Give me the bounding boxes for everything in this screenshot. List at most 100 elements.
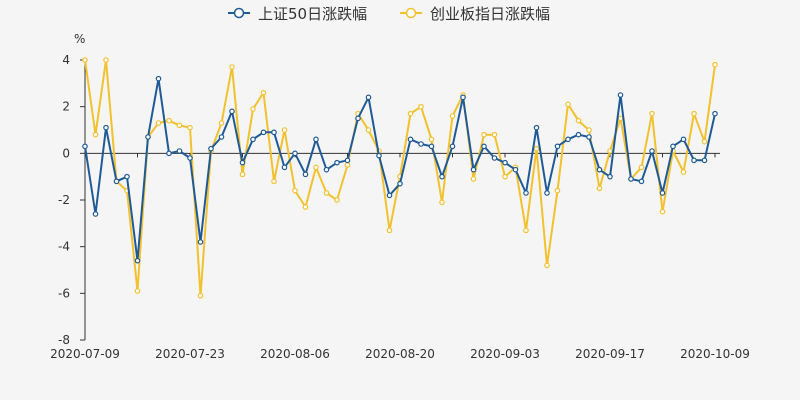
data-point bbox=[145, 134, 151, 140]
x-tick-label: 2020-08-06 bbox=[260, 347, 330, 361]
data-point bbox=[260, 89, 267, 96]
x-tick-label: 2020-08-20 bbox=[365, 347, 435, 361]
data-point bbox=[565, 101, 571, 108]
data-point bbox=[428, 136, 435, 143]
data-point bbox=[376, 152, 382, 159]
y-tick-label: -4 bbox=[58, 240, 70, 254]
data-point bbox=[292, 187, 298, 194]
data-point bbox=[134, 288, 141, 294]
data-point bbox=[481, 143, 487, 150]
data-point bbox=[544, 190, 550, 196]
data-point bbox=[176, 148, 183, 154]
data-point bbox=[344, 157, 351, 164]
data-point bbox=[712, 61, 718, 68]
x-tick-label: 2020-07-09 bbox=[50, 347, 120, 361]
y-axis-unit-label: % bbox=[74, 32, 85, 46]
y-tick-label: 2 bbox=[62, 100, 70, 114]
y-tick-label: 0 bbox=[62, 146, 70, 160]
legend-label: 创业板指日涨跌幅 bbox=[430, 5, 550, 23]
x-tick-label: 2020-09-03 bbox=[470, 347, 540, 361]
data-point bbox=[533, 145, 540, 152]
data-point bbox=[397, 180, 403, 187]
data-point bbox=[82, 57, 88, 63]
data-point bbox=[271, 129, 277, 136]
data-point bbox=[166, 150, 172, 157]
data-point bbox=[638, 178, 645, 185]
data-point bbox=[449, 113, 456, 119]
data-point bbox=[407, 136, 414, 143]
series-layer bbox=[82, 57, 718, 299]
data-point bbox=[103, 57, 109, 63]
data-point bbox=[187, 155, 193, 161]
data-point bbox=[617, 115, 624, 122]
data-point bbox=[470, 176, 477, 182]
legend-label: 上证50日涨跌幅 bbox=[258, 5, 367, 23]
data-point bbox=[386, 192, 393, 199]
data-point bbox=[334, 159, 340, 166]
data-point bbox=[113, 178, 120, 185]
data-point bbox=[701, 138, 708, 145]
data-point bbox=[649, 110, 655, 117]
data-point bbox=[197, 292, 204, 299]
y-tick-label: -8 bbox=[58, 333, 70, 347]
legend-marker bbox=[405, 7, 417, 19]
data-point bbox=[92, 131, 99, 138]
data-point bbox=[418, 103, 424, 110]
data-point bbox=[491, 155, 498, 161]
legend-item-1: 创业板指日涨跌幅 bbox=[400, 5, 550, 23]
data-point bbox=[523, 227, 529, 234]
x-tick-label: 2020-09-17 bbox=[575, 347, 645, 361]
data-point bbox=[449, 143, 456, 150]
data-point bbox=[313, 164, 319, 171]
y-tick-label: -2 bbox=[58, 193, 70, 207]
data-point bbox=[680, 169, 687, 175]
data-point bbox=[575, 131, 582, 138]
data-point bbox=[323, 190, 330, 196]
data-point bbox=[281, 127, 288, 133]
data-point bbox=[239, 159, 246, 166]
data-point bbox=[554, 187, 561, 194]
data-point bbox=[260, 129, 267, 136]
legend-marker bbox=[233, 7, 245, 19]
data-point bbox=[691, 157, 697, 164]
data-point bbox=[334, 197, 340, 203]
data-point bbox=[481, 131, 487, 138]
data-point bbox=[533, 124, 540, 131]
data-point bbox=[229, 108, 235, 115]
data-point bbox=[565, 136, 571, 143]
data-point bbox=[596, 166, 603, 173]
data-point bbox=[502, 173, 508, 180]
data-point bbox=[218, 134, 225, 140]
data-point bbox=[512, 166, 519, 173]
data-point bbox=[239, 171, 246, 178]
data-point bbox=[554, 143, 561, 150]
data-point bbox=[659, 190, 666, 196]
data-point bbox=[586, 127, 592, 133]
x-tick-label: 2020-10-09 bbox=[680, 347, 750, 361]
series-line bbox=[84, 77, 716, 262]
data-point bbox=[607, 148, 613, 154]
data-point bbox=[386, 227, 393, 234]
data-point bbox=[155, 75, 162, 82]
data-point bbox=[292, 150, 298, 157]
data-point bbox=[418, 141, 424, 147]
data-point bbox=[344, 162, 351, 168]
data-point bbox=[523, 190, 529, 196]
data-point bbox=[596, 185, 603, 192]
y-axis: -8 -6 -4 -2 0 2 4 bbox=[58, 53, 86, 347]
data-point bbox=[470, 166, 477, 173]
data-point bbox=[355, 115, 361, 122]
data-point bbox=[82, 143, 88, 150]
data-point bbox=[691, 110, 697, 117]
data-point bbox=[638, 164, 645, 171]
data-point bbox=[460, 94, 466, 101]
data-point bbox=[628, 176, 634, 182]
data-point bbox=[103, 124, 109, 131]
data-point bbox=[407, 110, 414, 117]
data-point bbox=[649, 148, 655, 154]
data-point bbox=[575, 117, 582, 124]
data-point bbox=[302, 204, 309, 210]
data-point bbox=[124, 173, 130, 180]
data-point bbox=[659, 208, 666, 215]
